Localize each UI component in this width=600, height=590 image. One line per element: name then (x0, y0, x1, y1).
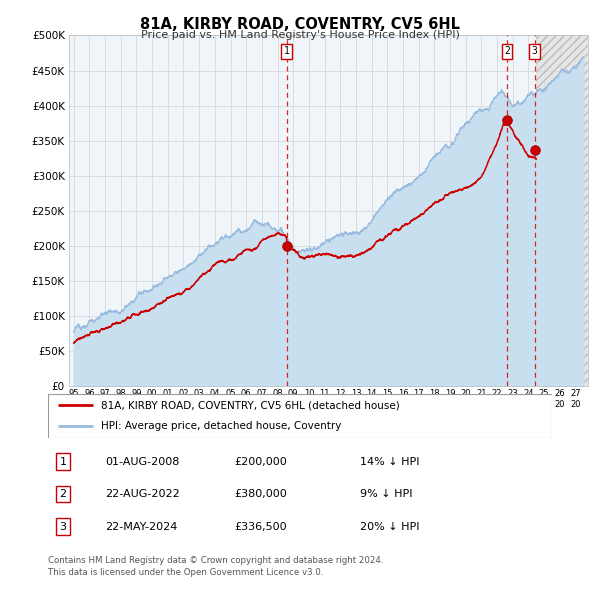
Text: £200,000: £200,000 (234, 457, 287, 467)
Text: 01-AUG-2008: 01-AUG-2008 (105, 457, 179, 467)
Text: 22-AUG-2022: 22-AUG-2022 (105, 489, 180, 499)
Text: 22-MAY-2024: 22-MAY-2024 (105, 522, 178, 532)
Text: 2: 2 (59, 489, 67, 499)
Text: HPI: Average price, detached house, Coventry: HPI: Average price, detached house, Cove… (101, 421, 341, 431)
Text: Price paid vs. HM Land Registry's House Price Index (HPI): Price paid vs. HM Land Registry's House … (140, 30, 460, 40)
Text: 14% ↓ HPI: 14% ↓ HPI (360, 457, 419, 467)
Bar (536, 35, 588, 386)
Text: Contains HM Land Registry data © Crown copyright and database right 2024.
This d: Contains HM Land Registry data © Crown c… (48, 556, 383, 576)
Text: 9% ↓ HPI: 9% ↓ HPI (360, 489, 413, 499)
Text: 81A, KIRBY ROAD, COVENTRY, CV5 6HL (detached house): 81A, KIRBY ROAD, COVENTRY, CV5 6HL (deta… (101, 401, 400, 411)
Text: £336,500: £336,500 (234, 522, 287, 532)
Text: 1: 1 (284, 46, 290, 56)
Text: 20% ↓ HPI: 20% ↓ HPI (360, 522, 419, 532)
Text: 2: 2 (504, 46, 510, 56)
Text: 3: 3 (59, 522, 67, 532)
Text: 81A, KIRBY ROAD, COVENTRY, CV5 6HL: 81A, KIRBY ROAD, COVENTRY, CV5 6HL (140, 17, 460, 31)
Text: 1: 1 (59, 457, 67, 467)
Text: £380,000: £380,000 (234, 489, 287, 499)
Text: 3: 3 (532, 46, 538, 56)
FancyBboxPatch shape (48, 394, 552, 438)
